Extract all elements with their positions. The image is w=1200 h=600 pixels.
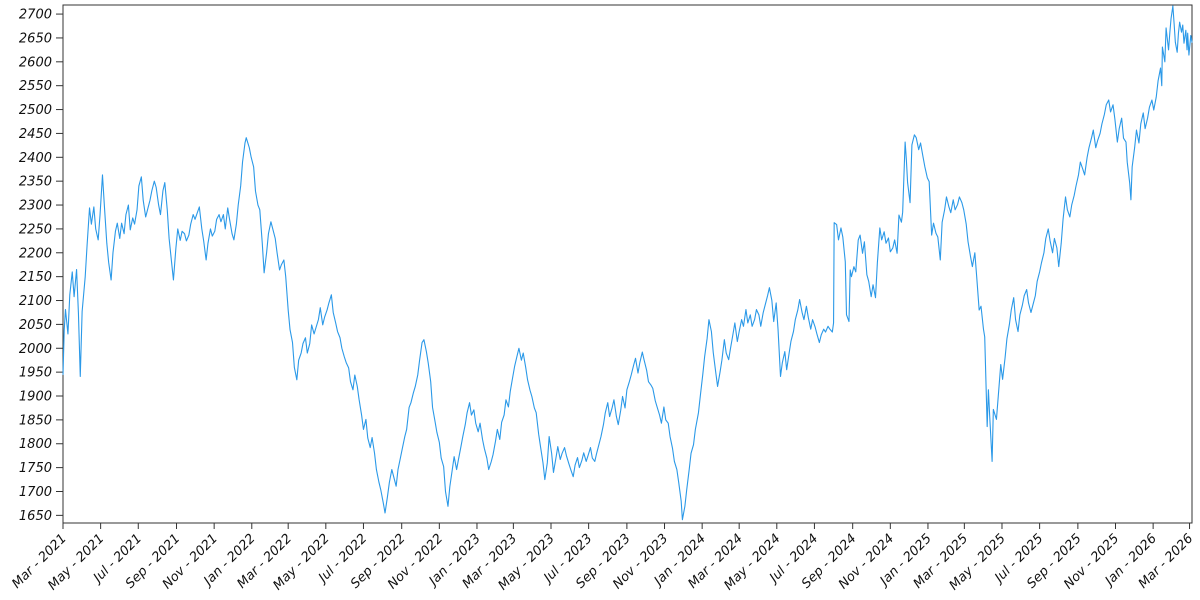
y-tick-label: 2000 [19, 342, 52, 357]
y-tick-label: 1800 [19, 437, 52, 452]
y-tick-label: 2550 [19, 79, 52, 94]
y-tick-label: 1900 [19, 390, 52, 405]
y-tick-label: 2350 [19, 175, 52, 190]
y-tick-label: 1950 [19, 366, 52, 381]
y-tick-label: 2100 [19, 294, 52, 309]
y-tick-label: 2700 [19, 8, 52, 23]
y-tick-label: 2250 [19, 222, 52, 237]
y-tick-label: 2300 [19, 199, 52, 214]
plot-frame [62, 4, 1193, 524]
y-tick-label: 1850 [19, 413, 52, 428]
y-tick-label: 2650 [19, 31, 52, 46]
y-tick-label: 2200 [19, 246, 52, 261]
price-line [62, 5, 1193, 521]
y-tick-label: 1650 [19, 509, 52, 524]
y-tick-label: 2500 [19, 103, 52, 118]
y-tick-label: 2600 [19, 55, 52, 70]
y-tick-label: 2400 [19, 151, 52, 166]
y-tick-label: 2450 [19, 127, 52, 142]
y-tick-label: 1750 [19, 461, 52, 476]
y-tick-label: 1700 [19, 485, 52, 500]
y-axis: 1650 1700 1750 1800 1850 1900 1950 2000 2050 2100… [19, 8, 63, 524]
y-tick-label: 2150 [19, 270, 52, 285]
y-tick-label: 2050 [19, 318, 52, 333]
